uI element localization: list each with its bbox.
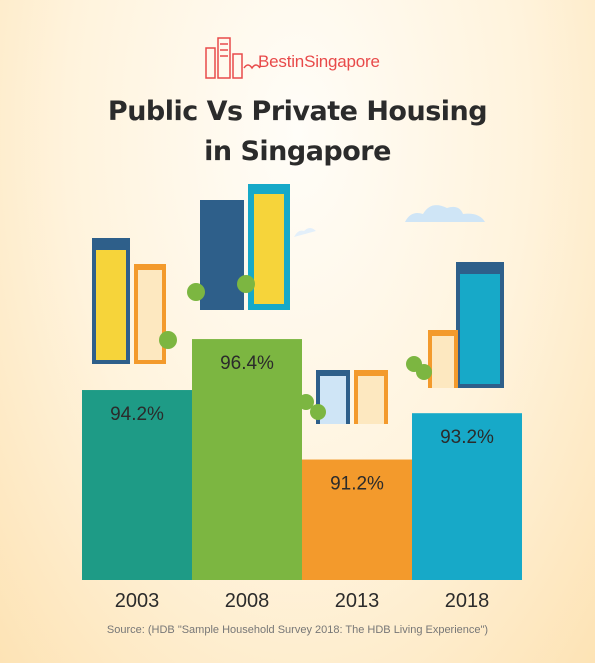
decorative-buildings xyxy=(92,184,504,424)
bar-2003 xyxy=(82,390,192,580)
chart-title-line2: in Singapore xyxy=(204,136,391,167)
chart-title-line1: Public Vs Private Housing xyxy=(107,96,488,127)
source-note: Source: (HDB "Sample Household Survey 20… xyxy=(106,624,489,636)
tower-2008-a xyxy=(200,200,244,310)
category-label-2018: 2018 xyxy=(445,590,490,612)
value-label-2018: 93.2% xyxy=(440,427,494,448)
value-label-2003: 94.2% xyxy=(110,404,164,425)
bar-2018 xyxy=(412,413,522,580)
bar-2013 xyxy=(302,459,412,580)
logo-text: BestinSingapore xyxy=(258,52,380,71)
value-label-2008: 96.4% xyxy=(220,353,274,374)
logo xyxy=(205,37,261,79)
category-label-2013: 2013 xyxy=(335,590,380,612)
category-label-2003: 2003 xyxy=(115,590,160,612)
category-label-2008: 2008 xyxy=(225,590,270,612)
bar-2008 xyxy=(192,339,302,580)
value-label-2013: 91.2% xyxy=(330,474,384,495)
